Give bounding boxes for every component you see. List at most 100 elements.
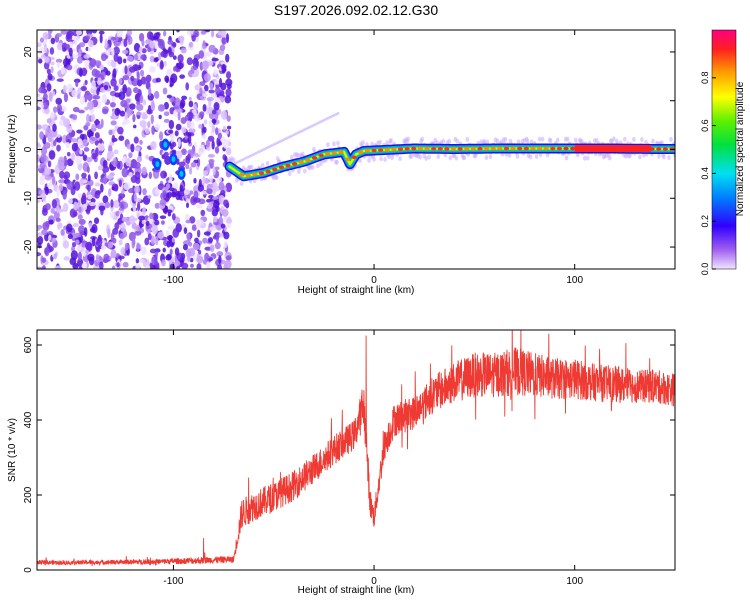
- heatmap-halo-cell: [537, 136, 542, 142]
- heatmap-noise-cell: [49, 47, 55, 55]
- heatmap-noise-cell: [136, 103, 144, 111]
- heatmap-noise-cell: [171, 149, 177, 155]
- ridge-peak-cell: [477, 146, 483, 151]
- heatmap-noise-cell: [85, 122, 91, 127]
- heatmap-noise-cell: [67, 233, 74, 240]
- heatmap-noise-cell: [183, 227, 188, 235]
- heatmap-noise-cell: [208, 183, 214, 189]
- heatmap-noise-cell: [96, 88, 100, 96]
- heatmap-noise-cell: [109, 210, 115, 219]
- heatmap-noise-cell: [145, 224, 150, 230]
- heatmap-halo-cell: [488, 154, 493, 160]
- heatmap-noise-cell: [149, 40, 156, 49]
- heatmap-noise-cell: [52, 106, 58, 113]
- heatmap-noise-cell: [62, 240, 70, 249]
- heatmap-noise-cell: [171, 213, 176, 221]
- heatmap-noise-cell: [118, 179, 122, 187]
- ridge-peak-cell: [325, 152, 331, 156]
- heatmap-noise-cell: [126, 55, 134, 62]
- heatmap-noise-cell: [149, 212, 154, 220]
- colorbar-tick-label: 0.4: [700, 167, 710, 180]
- heatmap-noise-cell: [56, 144, 61, 152]
- heatmap-noise-cell: [218, 232, 224, 238]
- heatmap-noise-cell: [133, 87, 139, 94]
- heatmap-noise-cell: [101, 94, 108, 104]
- heatmap-noise-cell: [110, 160, 118, 166]
- heatmap-noise-cell: [48, 234, 52, 241]
- heatmap-noise-cell: [98, 150, 103, 156]
- heatmap-noise-cell: [203, 72, 211, 82]
- heatmap-noise-cell: [210, 30, 215, 38]
- heatmap-halo-cell: [662, 154, 666, 160]
- heatmap-noise-cell: [84, 90, 91, 96]
- ridge-peak-cell: [484, 146, 490, 151]
- heatmap-noise-cell: [208, 257, 214, 262]
- heatmap-halo-cell: [495, 138, 500, 144]
- heatmap-noise-cell: [109, 101, 116, 108]
- heatmap-noise-cell: [73, 201, 79, 211]
- heatmap-noise-cell: [162, 247, 166, 253]
- snr-line: [37, 330, 675, 567]
- heatmap-noise-cell: [69, 198, 73, 204]
- heatmap-noise-cell: [88, 202, 96, 207]
- heatmap-noise-cell: [86, 129, 94, 138]
- heatmap-noise-cell: [167, 39, 174, 45]
- heatmap-halo-cell: [378, 139, 382, 145]
- heatmap-halo-cell: [249, 164, 254, 170]
- heatmap-noise-cell: [99, 261, 104, 269]
- heatmap-noise-cell: [213, 68, 218, 76]
- heatmap-noise-cell: [113, 53, 119, 62]
- heatmap-noise-cell: [86, 166, 90, 173]
- heatmap-noise-cell: [154, 236, 159, 246]
- heatmap-noise-cell: [115, 210, 120, 217]
- heatmap-halo-cell: [528, 154, 533, 160]
- heatmap-noise-cell: [166, 94, 172, 99]
- heatmap-noise-cell: [78, 42, 86, 48]
- heatmap-noise-cell: [120, 99, 128, 108]
- ridge-peak-cell: [258, 171, 265, 176]
- heatmap-noise-cell: [223, 215, 228, 222]
- heatmap-noise-cell: [154, 123, 161, 131]
- heatmap-halo-cell: [311, 164, 315, 170]
- heatmap-halo-cell: [540, 136, 545, 142]
- heatmap-noise-cell: [97, 142, 105, 153]
- heatmap-noise-cell: [159, 215, 167, 220]
- heatmap-noise-cell: [206, 139, 210, 148]
- heatmap-noise-cell: [66, 158, 74, 167]
- heatmap-noise-cell: [43, 108, 50, 115]
- heatmap-noise-cell: [174, 130, 179, 137]
- heatmap-noise-cell: [132, 124, 137, 129]
- heatmap-halo-cell: [436, 153, 441, 159]
- heatmap-noise-cell: [91, 153, 97, 160]
- heatmap-noise-cell: [66, 125, 73, 133]
- heatmap-noise-cell: [132, 203, 136, 210]
- heatmap-noise-cell: [169, 173, 173, 183]
- heatmap-noise-cell: [176, 108, 183, 113]
- heatmap-noise-cell: [148, 86, 152, 97]
- heatmap-noise-cell: [44, 56, 50, 63]
- heatmap-noise-cell: [145, 220, 150, 227]
- heatmap-noise-cell: [147, 47, 152, 53]
- heatmap-noise-cell: [113, 149, 119, 155]
- heatmap-noise-cell: [198, 114, 203, 118]
- heatmap-noise-cell: [79, 133, 85, 140]
- heatmap-noise-cell: [166, 209, 173, 214]
- heatmap-noise-cell: [54, 137, 61, 143]
- ridge-peak-cell: [285, 163, 291, 168]
- heatmap-noise-cell: [225, 88, 232, 97]
- heatmap-noise-cell: [104, 38, 108, 49]
- heatmap-noise-cell: [66, 181, 74, 190]
- heatmap-noise-cell: [171, 237, 176, 243]
- heatmap-noise-cell: [44, 203, 51, 211]
- ridge-peak-cell: [457, 147, 463, 151]
- heatmap-halo-cell: [462, 155, 467, 161]
- heatmap-noise-cell: [206, 96, 214, 102]
- heatmap-noise-cell: [97, 165, 104, 171]
- heatmap-noise-cell: [174, 97, 181, 107]
- heatmap-noise-cell: [202, 175, 206, 186]
- ridge-peak-cell: [344, 157, 351, 162]
- heatmap-noise-cell: [125, 157, 132, 167]
- heatmap-noise-cell: [122, 84, 128, 94]
- heatmap-noise-cell: [145, 154, 149, 160]
- heatmap-noise-cell: [154, 251, 158, 258]
